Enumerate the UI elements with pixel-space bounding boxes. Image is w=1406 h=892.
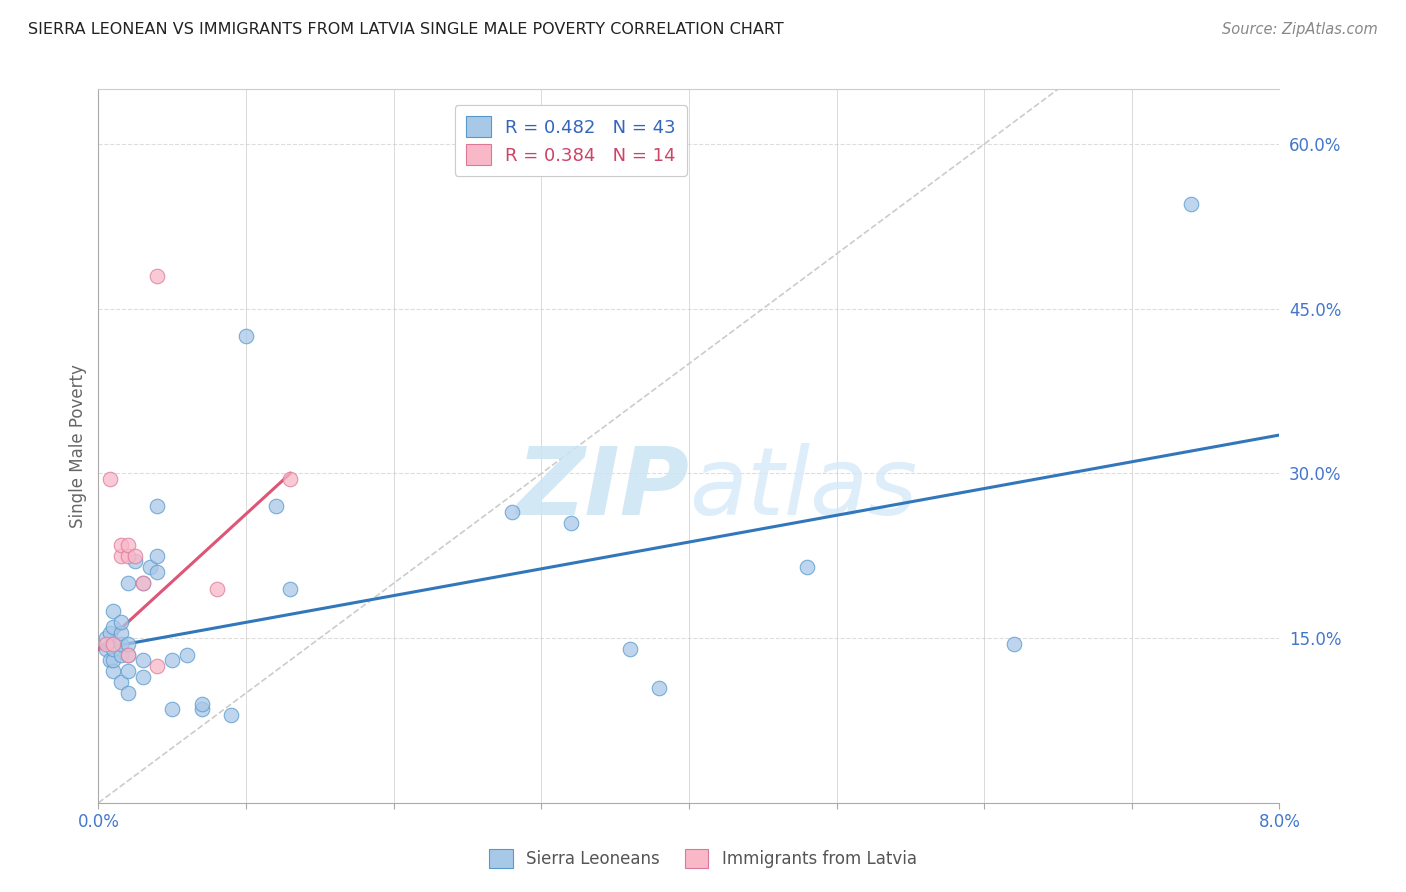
Point bbox=[560, 516, 582, 530]
Point bbox=[132, 669, 155, 683]
Point bbox=[1002, 637, 1025, 651]
Point bbox=[132, 653, 155, 667]
Text: atlas: atlas bbox=[689, 443, 917, 534]
Point bbox=[98, 625, 121, 640]
Point bbox=[124, 554, 146, 568]
Legend: Sierra Leoneans, Immigrants from Latvia: Sierra Leoneans, Immigrants from Latvia bbox=[482, 842, 924, 875]
Point bbox=[110, 538, 132, 552]
Text: ZIP: ZIP bbox=[516, 442, 689, 535]
Point bbox=[110, 625, 132, 640]
Point bbox=[103, 642, 125, 657]
Point bbox=[648, 681, 671, 695]
Point bbox=[117, 637, 139, 651]
Point bbox=[205, 582, 228, 596]
Point bbox=[146, 500, 169, 514]
Point bbox=[117, 538, 139, 552]
Point bbox=[146, 549, 169, 563]
Point bbox=[103, 637, 125, 651]
Point bbox=[110, 615, 132, 629]
Point bbox=[191, 702, 214, 716]
Point bbox=[132, 576, 155, 591]
Point bbox=[1180, 197, 1202, 211]
Point bbox=[103, 664, 125, 678]
Point bbox=[278, 582, 302, 596]
Point bbox=[278, 472, 302, 486]
Point bbox=[146, 658, 169, 673]
Point bbox=[117, 648, 139, 662]
Point bbox=[132, 576, 155, 591]
Point bbox=[94, 631, 117, 645]
Legend: R = 0.482   N = 43, R = 0.384   N = 14: R = 0.482 N = 43, R = 0.384 N = 14 bbox=[454, 105, 688, 176]
Point bbox=[103, 620, 125, 634]
Point bbox=[98, 472, 121, 486]
Point bbox=[264, 500, 287, 514]
Point bbox=[176, 648, 198, 662]
Point bbox=[103, 653, 125, 667]
Point bbox=[103, 604, 125, 618]
Point bbox=[94, 642, 117, 657]
Point bbox=[501, 505, 523, 519]
Point bbox=[191, 697, 214, 711]
Y-axis label: Single Male Poverty: Single Male Poverty bbox=[69, 364, 87, 528]
Point bbox=[110, 675, 132, 690]
Point bbox=[117, 576, 139, 591]
Point bbox=[94, 637, 117, 651]
Point bbox=[219, 708, 242, 723]
Point bbox=[110, 648, 132, 662]
Point bbox=[117, 664, 139, 678]
Point bbox=[110, 637, 132, 651]
Point bbox=[619, 642, 641, 657]
Point bbox=[98, 653, 121, 667]
Point bbox=[117, 686, 139, 700]
Point bbox=[110, 549, 132, 563]
Point bbox=[146, 268, 169, 283]
Point bbox=[235, 329, 257, 343]
Point bbox=[162, 653, 183, 667]
Text: Source: ZipAtlas.com: Source: ZipAtlas.com bbox=[1222, 22, 1378, 37]
Point bbox=[117, 549, 139, 563]
Point bbox=[796, 559, 818, 574]
Point bbox=[139, 559, 162, 574]
Point bbox=[124, 549, 146, 563]
Point bbox=[162, 702, 183, 716]
Text: SIERRA LEONEAN VS IMMIGRANTS FROM LATVIA SINGLE MALE POVERTY CORRELATION CHART: SIERRA LEONEAN VS IMMIGRANTS FROM LATVIA… bbox=[28, 22, 785, 37]
Point bbox=[146, 566, 169, 580]
Point bbox=[117, 648, 139, 662]
